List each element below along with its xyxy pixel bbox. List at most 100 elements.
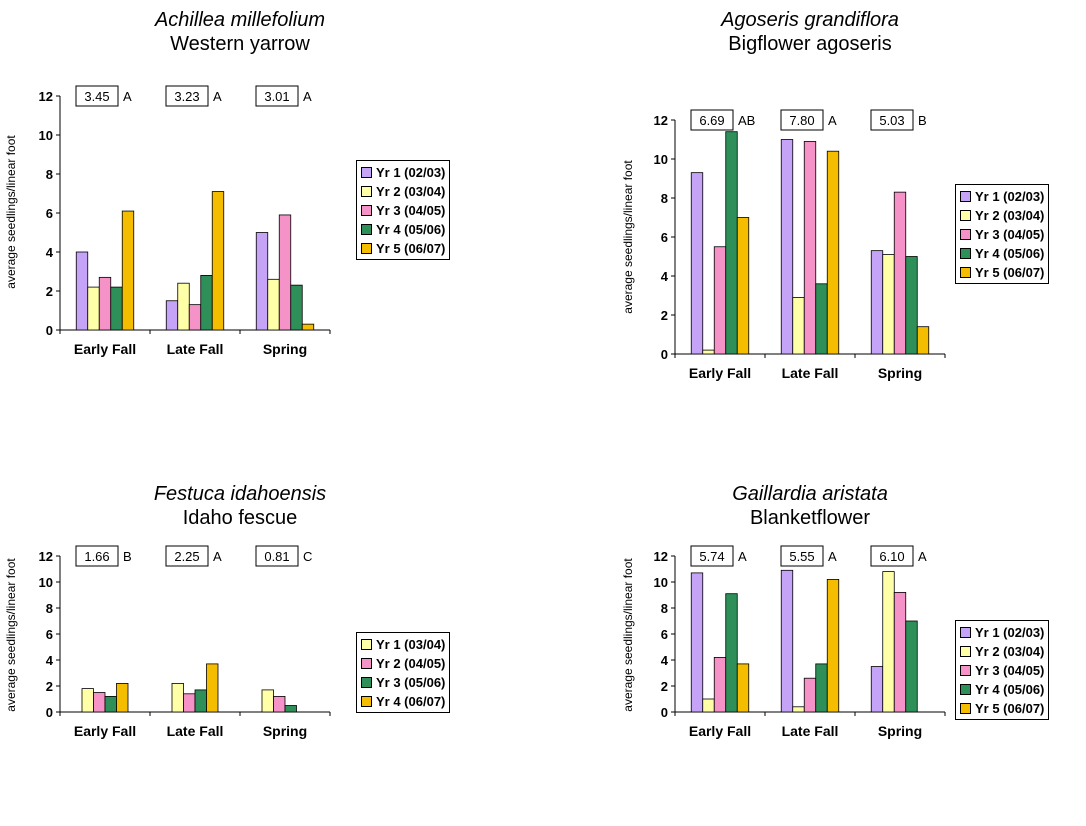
mean-value: 5.03: [879, 113, 904, 128]
bar: [211, 191, 225, 331]
mean-value: 7.80: [789, 113, 814, 128]
bar: [803, 141, 817, 355]
chart-title-common: Blanketflower: [749, 507, 871, 529]
legend-swatch: [960, 703, 971, 714]
bar: [278, 214, 292, 331]
bar: [905, 256, 918, 355]
y-tick-label: 12: [39, 89, 53, 104]
legend-label: Yr 3 (04/05): [975, 663, 1045, 678]
bar: [301, 323, 315, 331]
mean-value: 3.45: [84, 89, 109, 104]
legend-swatch: [960, 627, 971, 638]
bar: [815, 663, 828, 713]
y-tick-label: 10: [39, 575, 53, 590]
y-tick-label: 12: [654, 549, 668, 564]
legend-item: Yr 5 (06/07): [361, 239, 445, 258]
legend-swatch: [361, 224, 372, 235]
chart-title: Gaillardia aristata Blanketflower: [660, 482, 960, 530]
legend: Yr 1 (02/03) Yr 2 (03/04) Yr 3 (04/05) Yr 4…: [356, 160, 451, 260]
mean-value: 2.25: [174, 549, 199, 564]
y-tick-label: 8: [46, 167, 53, 182]
x-tick-label: Late Fall: [782, 723, 839, 739]
mean-value: 0.81: [264, 549, 289, 564]
mean-box: [255, 545, 299, 567]
y-tick-label: 0: [661, 347, 668, 362]
bar: [826, 150, 840, 355]
mean-letter: B: [123, 549, 132, 564]
y-tick-label: 6: [46, 206, 53, 221]
y-tick-label: 2: [661, 679, 668, 694]
y-tick-label: 8: [661, 191, 668, 206]
legend-item: Yr 3 (04/05): [960, 661, 1044, 680]
x-tick-label: Early Fall: [689, 723, 751, 739]
mean-letter: B: [918, 113, 927, 128]
mean-letter: A: [123, 89, 132, 104]
mean-box: [690, 109, 734, 131]
chart-title: Festuca idahoensis Idaho fescue: [90, 482, 390, 530]
chart-title: Agoseris grandiflora Bigflower agoseris: [660, 8, 960, 56]
legend-swatch: [960, 267, 971, 278]
legend-label: Yr 2 (04/05): [376, 656, 446, 671]
mean-letter: AB: [738, 113, 755, 128]
mean-letter: A: [738, 549, 747, 564]
legend-swatch: [960, 665, 971, 676]
x-tick-label: Early Fall: [74, 341, 136, 357]
y-tick-label: 8: [46, 601, 53, 616]
y-tick-label: 4: [661, 653, 669, 668]
x-tick-label: Early Fall: [689, 365, 751, 381]
y-tick-label: 0: [46, 705, 53, 720]
chart-title: Achillea millefolium Western yarrow: [90, 8, 390, 56]
legend-label: Yr 4 (05/06): [376, 222, 446, 237]
legend-item: Yr 1 (03/04): [361, 635, 445, 654]
legend-label: Yr 2 (03/04): [975, 208, 1045, 223]
legend: Yr 1 (02/03) Yr 2 (03/04) Yr 3 (04/05) Yr 4…: [955, 184, 1050, 284]
bar: [870, 666, 884, 713]
legend-label: Yr 1 (02/03): [975, 189, 1045, 204]
y-tick-label: 2: [46, 284, 53, 299]
mean-value: 5.74: [699, 549, 724, 564]
legend-swatch: [361, 205, 372, 216]
y-tick-label: 12: [39, 549, 53, 564]
y-tick-label: 0: [46, 323, 53, 338]
legend-item: Yr 3 (05/06): [361, 673, 445, 692]
legend-item: Yr 4 (05/06): [960, 244, 1044, 263]
legend-label: Yr 3 (04/05): [376, 203, 446, 218]
bar-chart: 0 2 4 6 8 10 12 Early Fall 1.66 B Late Fall 2.25 A Sp…: [39, 545, 331, 739]
y-tick-label: 2: [661, 308, 668, 323]
mean-letter: A: [828, 549, 837, 564]
bar: [273, 696, 286, 713]
y-tick-label: 0: [661, 705, 668, 720]
mean-box: [75, 545, 119, 567]
mean-value: 5.55: [789, 549, 814, 564]
y-tick-label: 6: [661, 230, 668, 245]
mean-box: [75, 85, 119, 107]
y-tick-label: 12: [654, 113, 668, 128]
x-tick-label: Spring: [263, 723, 307, 739]
chart-title-species: Agoseris grandiflora: [721, 9, 899, 31]
mean-box: [255, 85, 299, 107]
legend-label: Yr 2 (03/04): [376, 184, 446, 199]
legend: Yr 1 (02/03) Yr 2 (03/04) Yr 3 (04/05) Yr 4…: [955, 620, 1050, 720]
bar: [780, 569, 794, 713]
bar-chart: 0 2 4 6 8 10 12 Early Fall 3.45 A Late Fall 3.23 A Sp…: [39, 85, 331, 357]
mean-value: 6.69: [699, 113, 724, 128]
legend-item: Yr 1 (02/03): [960, 187, 1044, 206]
bar: [780, 139, 794, 355]
bar: [284, 705, 297, 713]
chart-title-species: Festuca idahoensis: [153, 483, 327, 505]
y-tick-label: 2: [46, 679, 53, 694]
mean-box: [870, 545, 914, 567]
mean-box: [165, 545, 209, 567]
legend-swatch: [361, 639, 372, 650]
mean-letter: A: [213, 89, 222, 104]
legend-swatch: [361, 186, 372, 197]
bar-chart: 0 2 4 6 8 10 12 Early Fall 6.69 AB Late Fall 7.80 A S…: [654, 109, 946, 381]
legend-label: Yr 3 (05/06): [376, 675, 446, 690]
x-tick-label: Spring: [878, 365, 922, 381]
y-tick-label: 6: [46, 627, 53, 642]
y-tick-label: 4: [46, 653, 54, 668]
x-tick-label: Early Fall: [74, 723, 136, 739]
bar: [916, 326, 930, 355]
mean-box: [165, 85, 209, 107]
bar: [121, 210, 135, 331]
